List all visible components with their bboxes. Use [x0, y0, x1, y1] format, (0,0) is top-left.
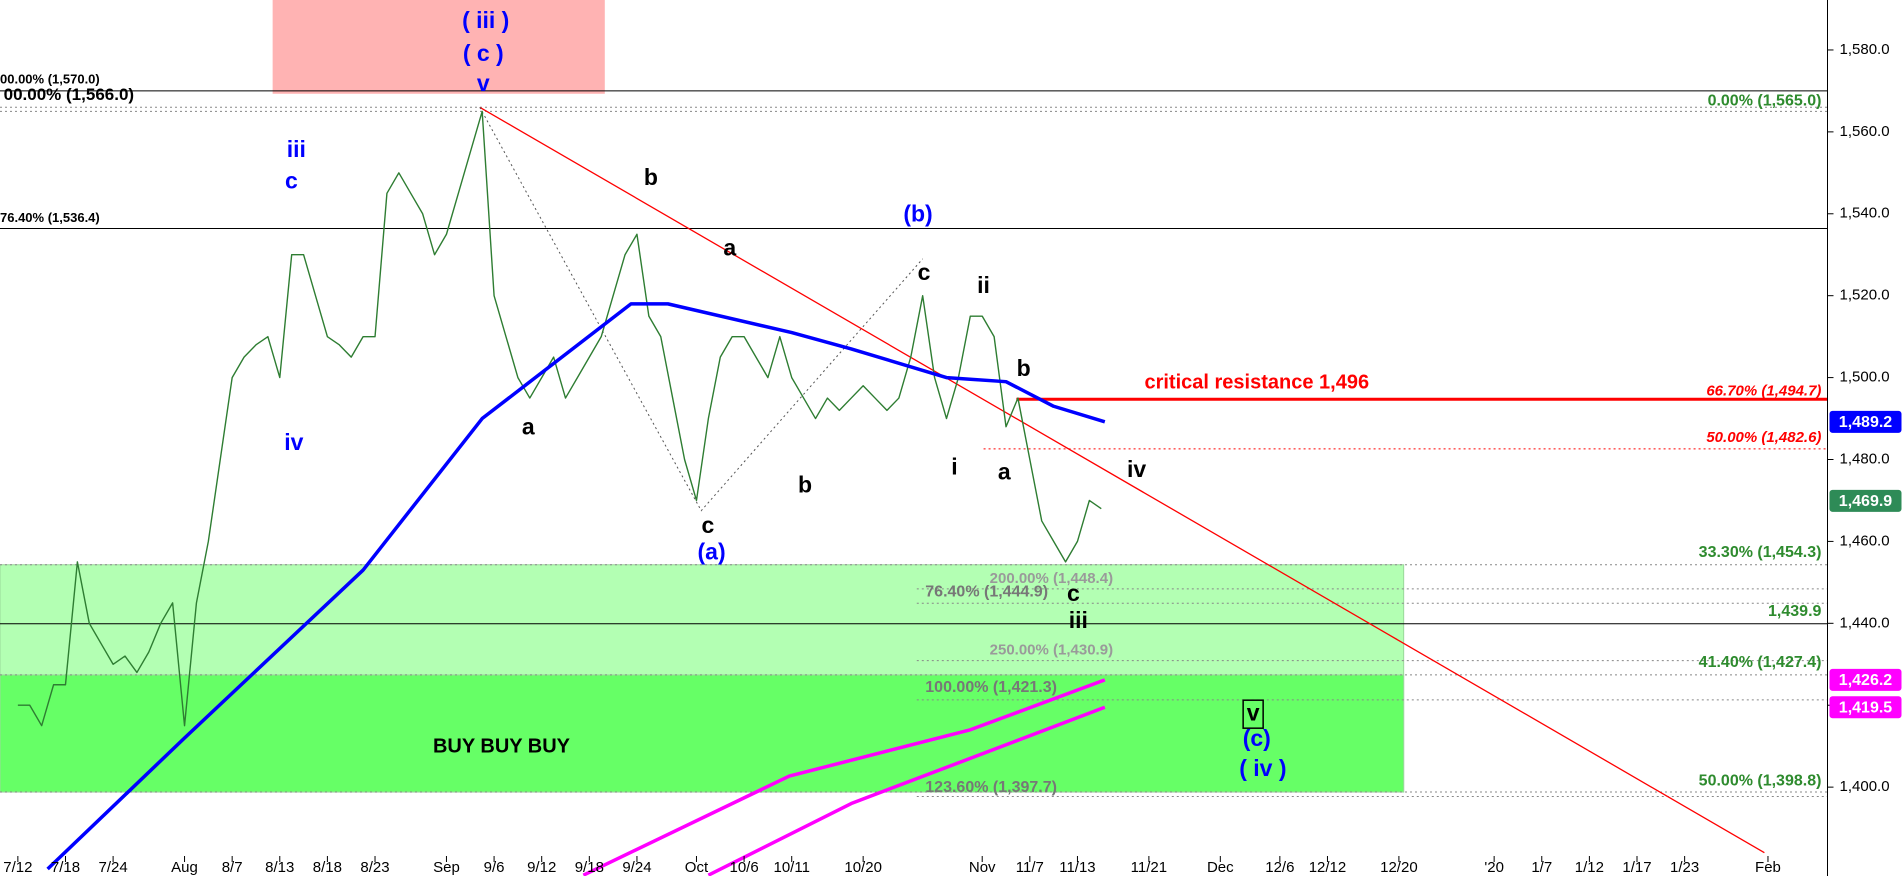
x-tick-label: 10/6 [729, 859, 758, 876]
x-tick-label: Feb [1755, 859, 1781, 876]
x-tick-label: Nov [969, 859, 996, 876]
x-tick-label: Dec [1207, 859, 1234, 876]
wave-label: a [522, 413, 535, 439]
wave-label: c [918, 259, 931, 285]
y-tick-label: 1,460.0 [1840, 532, 1890, 549]
x-tick-label: 7/18 [51, 859, 80, 876]
x-tick-label: Sep [433, 859, 460, 876]
x-tick-label: 7/24 [99, 859, 128, 876]
x-tick-label: 8/7 [222, 859, 243, 876]
price-line [17, 110, 1102, 727]
wave-label: a [998, 458, 1011, 484]
level-label: 33.30% (1,454.3) [1699, 544, 1822, 561]
wave-label: b [798, 472, 812, 498]
y-tick-label: 1,400.0 [1840, 778, 1890, 795]
level-label: 0.00% (1,565.0) [1708, 93, 1822, 110]
trend-line [479, 106, 1765, 854]
price-tag [1829, 696, 1902, 719]
wave-label: iii [1069, 607, 1088, 633]
wave-box [1242, 699, 1264, 729]
y-tick-label: 1,580.0 [1840, 41, 1890, 58]
wave-label: ii [977, 272, 990, 298]
annotation: BUY BUY BUY [433, 735, 571, 757]
wave-label: v [1247, 699, 1260, 725]
x-tick-label: 10/20 [844, 859, 882, 876]
x-tick-label: 8/23 [360, 859, 389, 876]
x-tick-label: '20 [1484, 859, 1504, 876]
wave-label: c [702, 512, 715, 538]
price-tag-label: 1,469.9 [1839, 493, 1892, 510]
wave-label: iii [287, 136, 306, 162]
price-tag [1829, 668, 1902, 691]
wave-label: c [1067, 580, 1080, 606]
level-label: 66.70% (1,494.7) [1706, 382, 1821, 399]
x-tick-label: 1/7 [1531, 859, 1552, 876]
x-tick-label: 11/21 [1131, 859, 1167, 876]
price-tag [1829, 410, 1902, 433]
y-tick-label: 1,480.0 [1840, 450, 1890, 467]
y-tick-label: 1,440.0 [1840, 614, 1890, 631]
x-tick-label: 9/12 [527, 859, 556, 876]
y-tick-label: 1,500.0 [1840, 369, 1890, 386]
x-tick-label: Oct [685, 859, 709, 876]
wave-label: b [1017, 355, 1031, 381]
x-tick-label: 10/11 [773, 859, 809, 876]
wave-label: ( iii ) [462, 7, 509, 33]
zone [272, 0, 605, 94]
wave-label: iv [1127, 456, 1146, 482]
level-label: 00.00% (1,566.0) [4, 85, 134, 104]
average-line [582, 678, 1106, 876]
level-label: 100.00% (1,421.3) [925, 679, 1057, 696]
level-label: 76.40% (1,444.9) [925, 583, 1048, 600]
x-tick-label: 1/23 [1670, 859, 1699, 876]
trend-line [479, 107, 924, 512]
wave-label: b [644, 164, 658, 190]
y-tick-label: 1,560.0 [1840, 123, 1890, 140]
level-label: 50.00% (1,482.6) [1706, 429, 1821, 446]
x-tick-label: 11/7 [1016, 859, 1044, 876]
price-tag [1829, 489, 1902, 512]
wave-label: iv [284, 429, 303, 455]
level-label: 250.00% (1,430.9) [990, 642, 1113, 659]
wave-label: a [723, 234, 736, 260]
wave-label: (a) [698, 539, 726, 565]
x-tick-label: 9/6 [484, 859, 505, 876]
wave-label: v [477, 70, 490, 96]
price-tag-label: 1,419.5 [1839, 699, 1892, 716]
x-tick-label: 8/18 [313, 859, 342, 876]
y-tick-label: 1,540.0 [1840, 205, 1890, 222]
level-label: 41.40% (1,427.4) [1699, 654, 1822, 671]
x-tick-label: 9/18 [575, 859, 604, 876]
wave-label: ( c ) [463, 40, 504, 66]
x-tick-label: Aug [171, 859, 198, 876]
level-label: 200.00% (1,448.4) [990, 570, 1113, 587]
level-label: 123.60% (1,397.7) [925, 779, 1057, 796]
price-tag-label: 1,489.2 [1839, 414, 1892, 431]
x-tick-label: 9/24 [622, 859, 651, 876]
annotation: critical resistance 1,496 [1144, 372, 1369, 394]
price-tag-label: 1,426.2 [1839, 672, 1892, 689]
average-line [46, 302, 1106, 871]
x-tick-label: 11/13 [1059, 859, 1095, 876]
x-tick-label: 8/13 [265, 859, 294, 876]
level-label: 50.00% (1,398.8) [1699, 772, 1822, 789]
level-label: 1,439.9 [1768, 603, 1821, 620]
y-tick-label: 1,520.0 [1840, 287, 1890, 304]
x-tick-label: 1/17 [1622, 859, 1651, 876]
wave-label: (c) [1243, 725, 1271, 751]
wave-label: ( iv ) [1239, 755, 1286, 781]
wave-label: i [951, 453, 957, 479]
x-tick-label: 7/12 [3, 859, 32, 876]
zone [0, 674, 1405, 793]
x-tick-label: 12/12 [1309, 859, 1347, 876]
x-tick-label: 12/20 [1380, 859, 1418, 876]
wave-label: (b) [903, 200, 932, 226]
wave-label: c [285, 168, 298, 194]
average-line [707, 705, 1106, 876]
level-label: 00.00% (1,570.0) [0, 71, 100, 86]
level-label: 76.40% (1,536.4) [0, 210, 100, 225]
x-tick-label: 1/12 [1575, 859, 1604, 876]
x-tick-label: 12/6 [1265, 859, 1294, 876]
